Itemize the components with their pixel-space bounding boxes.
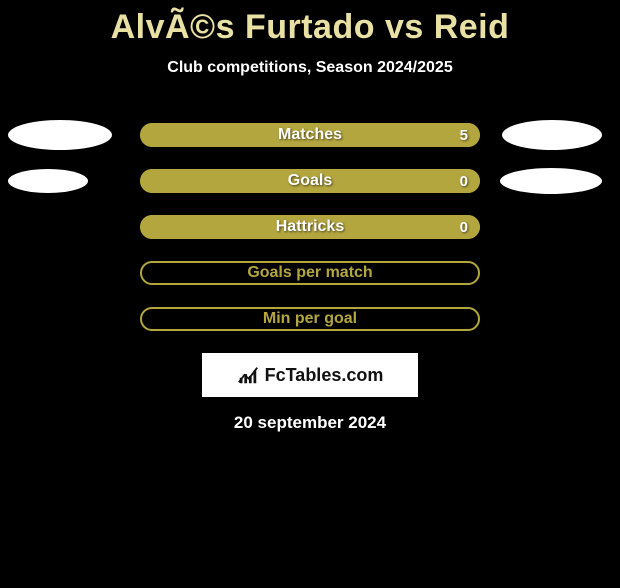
- stat-label: Goals: [288, 172, 332, 190]
- stat-row: Min per goal: [0, 307, 620, 331]
- stat-rows: Matches 5 Goals 0 Hattricks 0 Goals per match M…: [0, 123, 620, 331]
- source-badge-text: FcTables.com: [265, 365, 384, 386]
- stat-value: 0: [460, 219, 468, 236]
- stat-row: Hattricks 0: [0, 215, 620, 239]
- subtitle: Club competitions, Season 2024/2025: [0, 59, 620, 77]
- source-badge: FcTables.com: [202, 353, 418, 397]
- player-left-ellipse: [8, 120, 112, 150]
- stat-bar: Min per goal: [140, 307, 480, 331]
- stat-label: Hattricks: [276, 218, 344, 236]
- stat-row: Matches 5: [0, 123, 620, 147]
- stat-value: 0: [460, 173, 468, 190]
- player-right-ellipse: [500, 168, 602, 194]
- stat-label: Goals per match: [247, 264, 372, 282]
- stat-row: Goals per match: [0, 261, 620, 285]
- stat-bar: Goals 0: [140, 169, 480, 193]
- stat-value: 5: [460, 127, 468, 144]
- stat-row: Goals 0: [0, 169, 620, 193]
- stat-label: Matches: [278, 126, 342, 144]
- stat-bar: Hattricks 0: [140, 215, 480, 239]
- stat-bar: Matches 5: [140, 123, 480, 147]
- stat-label: Min per goal: [263, 310, 357, 328]
- stat-bar: Goals per match: [140, 261, 480, 285]
- chart-icon: [237, 364, 259, 386]
- date: 20 september 2024: [0, 413, 620, 433]
- player-left-ellipse: [8, 169, 88, 193]
- page-title: AlvÃ©s Furtado vs Reid: [0, 8, 620, 47]
- player-right-ellipse: [502, 120, 602, 150]
